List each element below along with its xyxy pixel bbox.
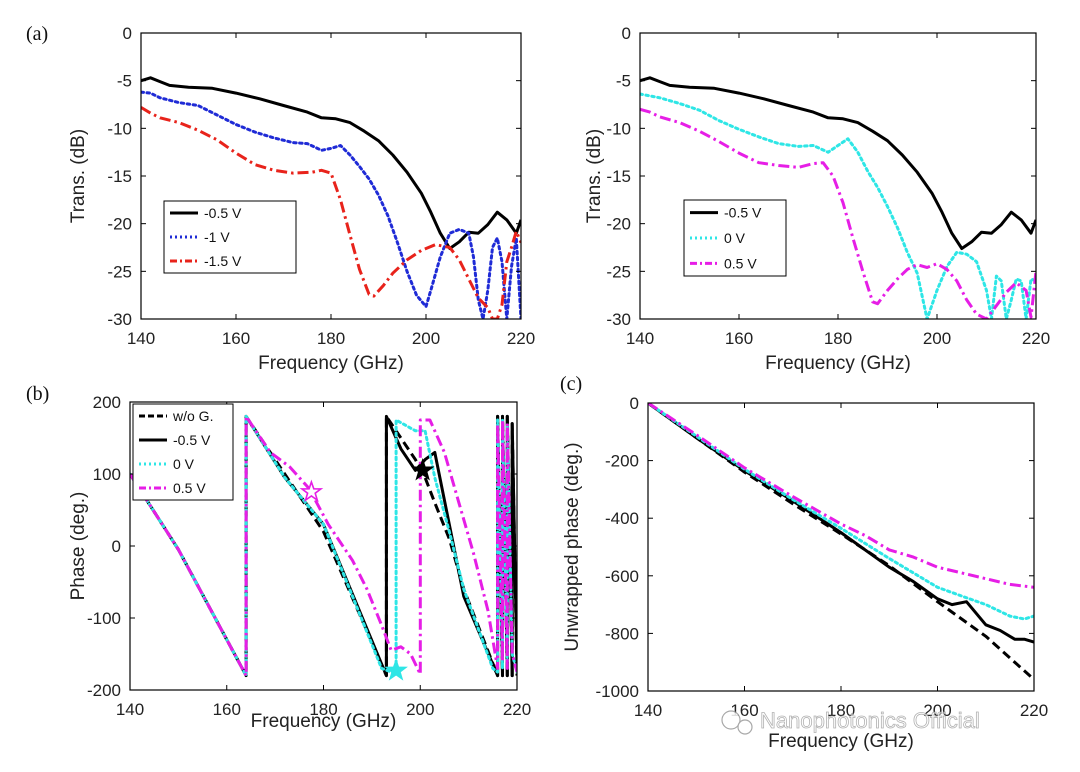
legend-label: -0.5 V [724,205,762,221]
y-tick-label: -25 [606,262,631,281]
y-tick-label: -30 [107,310,132,329]
x-tick-label: 180 [317,329,345,348]
y-tick-label: -5 [117,72,132,91]
x-tick-label: 160 [222,329,250,348]
x-tick-label: 140 [634,701,662,720]
series-line [141,76,521,250]
legend-label: 0.5 V [724,255,757,271]
y-tick-label: 0 [622,24,631,43]
legend-label: -1 V [204,229,230,245]
y-tick-label: 0 [123,24,132,43]
panel-label: (b) [26,383,49,405]
star-marker [410,457,435,481]
panel-label: (c) [560,373,582,395]
series-line [648,403,1034,644]
y-tick-label: 0 [112,537,121,556]
x-tick-label: 200 [412,329,440,348]
chart-1: 140 160 180 200 220 0 -5 -10 -15 -20 -25 -30 Frequen… [26,23,535,374]
chart-2: 140 160 180 200 220 0 -5 -10 -15 -20 -25 -30 Frequen… [584,24,1050,374]
y-axis-label: Unwrapped phase (deg.) [562,442,583,651]
legend-label: 0 V [724,230,746,246]
star-marker [299,479,324,503]
chart-4: 140 160 180 200 2200-200-400-600-800-1000Fre… [560,373,1048,752]
x-axis-label: Frequency (GHz) [258,353,404,374]
legend: -0.5 V 0 V 0.5 V [683,199,787,277]
x-tick-label: 200 [406,700,434,719]
y-tick-label: -25 [107,262,132,281]
y-tick-label: -800 [605,624,639,643]
x-tick-label: 200 [923,329,951,348]
y-tick-label: -5 [616,72,631,91]
legend-label: -0.5 V [204,205,242,221]
y-tick-label: -400 [605,509,639,528]
y-tick-label: 200 [93,393,121,412]
legend-label: 0 V [173,456,195,472]
panel-label: (a) [26,23,48,45]
legend: -0.5 V -1 V -1.5 V [163,200,297,274]
legend-label: -0.5 V [173,432,211,448]
y-axis-label: Trans. (dB) [68,129,89,223]
y-tick-label: -20 [606,215,631,234]
y-tick-label: -1000 [596,682,639,701]
y-tick-label: 100 [93,465,121,484]
x-tick-label: 220 [503,700,531,719]
y-tick-label: -20 [107,215,132,234]
x-tick-label: 140 [127,329,155,348]
y-tick-label: -15 [107,167,132,186]
watermark: Nanophotonics Official [721,708,980,735]
x-axis-label: Frequency (GHz) [768,731,914,752]
y-tick-label: -100 [87,609,121,628]
series-line [648,403,1034,621]
x-tick-label: 180 [827,701,855,720]
y-tick-label: 0 [630,394,639,413]
star-marker [384,658,408,681]
series-line [130,414,517,678]
series-line [640,107,1036,319]
series-line [640,92,1036,319]
series-line [648,403,1034,589]
x-tick-label: 140 [626,329,654,348]
x-tick-label: 160 [725,329,753,348]
series-line [141,106,521,319]
y-tick-label: -10 [107,119,132,138]
x-tick-label: 200 [923,701,951,720]
y-tick-label: -15 [606,167,631,186]
series-line [640,76,1036,250]
x-tick-label: 140 [116,700,144,719]
y-tick-label: -30 [606,310,631,329]
x-axis-label: Frequency (GHz) [765,353,911,374]
y-tick-label: -600 [605,567,639,586]
legend-box [132,403,234,501]
x-tick-label: 220 [1022,329,1050,348]
chart-3: 140 160 180 200 220 200 100 0 -100 -200 Frequency … [26,383,531,732]
y-tick-label: -200 [87,681,121,700]
series-line [141,90,521,319]
x-tick-label: 220 [507,329,535,348]
x-tick-label: 160 [213,700,241,719]
wechat-icon [721,710,741,730]
y-axis-label: Trans. (dB) [584,129,605,223]
watermark-text: Nanophotonics Official [760,708,980,733]
legend-label: w/o G. [172,408,213,424]
x-tick-label: 180 [824,329,852,348]
wechat-icon-bubble [737,719,753,735]
x-tick-label: 220 [1020,701,1048,720]
x-tick-label: 180 [309,700,337,719]
x-axis-label: Frequency (GHz) [251,711,397,732]
legend-label: -1.5 V [204,253,242,269]
y-tick-label: -200 [605,452,639,471]
legend-label: 0.5 V [173,480,206,496]
legend: w/o G. -0.5 V 0 V 0.5 V [132,403,234,501]
y-axis-label: Phase (deg.) [68,492,89,601]
y-tick-label: -10 [606,119,631,138]
